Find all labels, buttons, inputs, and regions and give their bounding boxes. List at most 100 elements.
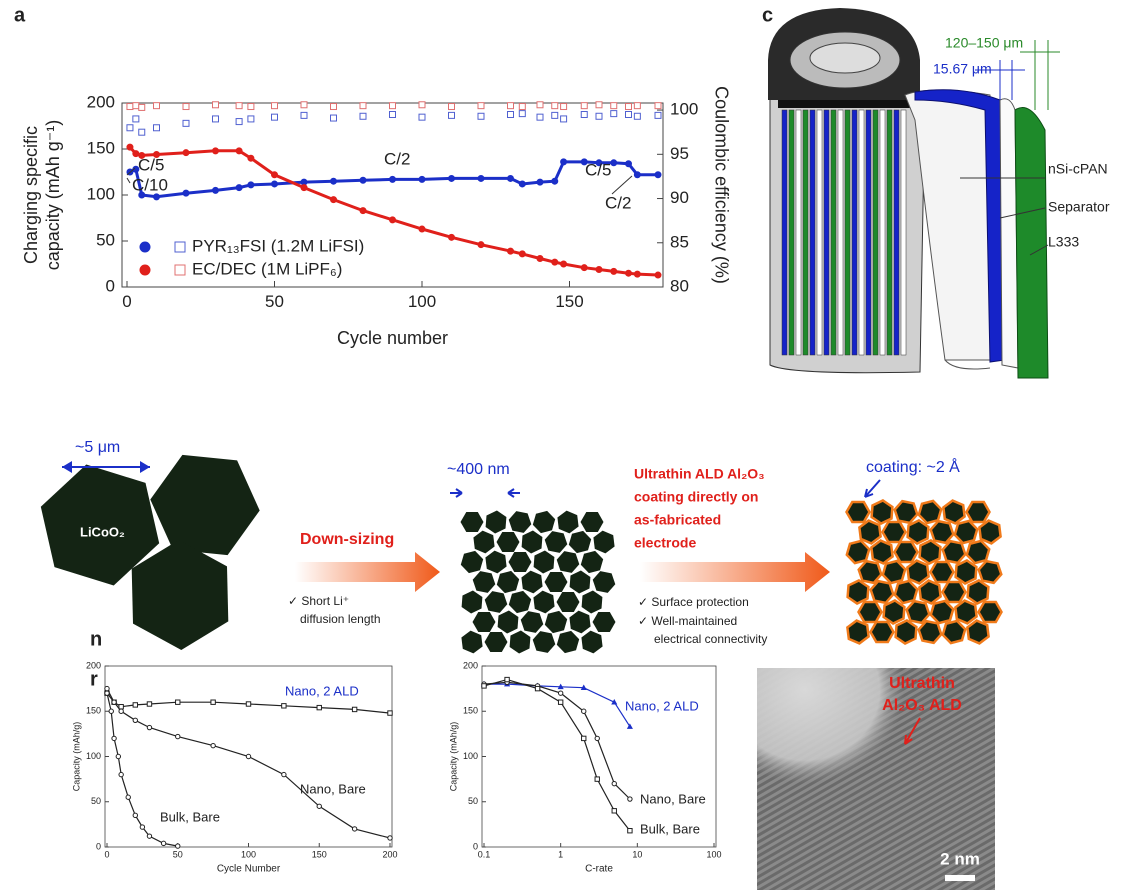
data-point	[281, 703, 287, 709]
data-point	[580, 102, 588, 110]
data-point	[627, 796, 633, 802]
data-point	[104, 690, 110, 696]
electrode-layer	[788, 109, 795, 356]
data-point	[245, 753, 252, 760]
tem-image-surface	[757, 668, 995, 890]
data-point	[536, 178, 544, 186]
process-label: coating directly on	[634, 489, 758, 505]
x-axis-label: C-rate	[585, 864, 613, 875]
particle	[473, 530, 495, 554]
particle	[557, 510, 579, 534]
data-point	[300, 184, 308, 192]
dimension-label: 15.67 μm	[933, 61, 992, 77]
data-point	[518, 180, 526, 188]
data-point	[139, 241, 151, 253]
particle	[581, 630, 603, 654]
particle	[870, 499, 894, 525]
particle	[520, 611, 544, 633]
data-point	[654, 171, 662, 179]
series-line	[483, 681, 631, 800]
particle	[533, 550, 555, 574]
battery-drawing	[768, 8, 1060, 379]
data-point	[139, 824, 146, 830]
data-point	[118, 771, 124, 778]
data-point	[351, 706, 358, 713]
data-point	[351, 826, 358, 832]
particle	[509, 630, 531, 654]
x-tick-label: 1	[558, 849, 563, 859]
particle	[893, 579, 919, 605]
data-point	[235, 184, 243, 192]
data-point	[300, 111, 308, 119]
particle	[131, 540, 229, 650]
data-point	[627, 828, 633, 834]
particle	[484, 591, 508, 613]
data-point	[418, 225, 426, 233]
data-point	[504, 676, 510, 683]
particle	[521, 530, 543, 554]
data-point	[507, 247, 514, 255]
particle	[521, 570, 543, 594]
y-axis-label: capacity (mAh g⁻¹)	[43, 120, 63, 271]
particle	[893, 499, 919, 525]
electrode-layer	[872, 109, 879, 356]
benefit: ✓ Short Li⁺	[288, 594, 349, 608]
data-point	[146, 833, 153, 839]
data-point	[271, 102, 278, 110]
particle	[942, 499, 966, 525]
particle	[460, 550, 484, 574]
particle	[460, 512, 484, 532]
y-tick-label: 200	[86, 660, 101, 670]
data-point	[212, 101, 219, 109]
series-line	[106, 688, 391, 839]
electrode-layer	[879, 109, 886, 356]
data-point	[212, 186, 219, 194]
y2-tick-label: 90	[670, 188, 689, 207]
data-point	[633, 171, 641, 179]
particle	[965, 539, 991, 565]
data-point	[551, 102, 559, 110]
particle	[941, 580, 967, 604]
data-point	[477, 102, 485, 110]
data-point	[359, 112, 367, 120]
particle	[569, 570, 591, 594]
data-point	[477, 112, 485, 120]
particle	[929, 560, 955, 584]
particle	[857, 600, 883, 624]
data-point	[271, 113, 278, 121]
data-point	[146, 724, 153, 731]
series-label: Bulk, Bare	[640, 821, 700, 836]
y-tick-label: 200	[463, 660, 478, 670]
particle	[461, 590, 483, 614]
particle	[906, 519, 930, 545]
particle	[870, 539, 894, 565]
particle	[508, 511, 532, 533]
particle	[869, 620, 895, 644]
particle	[978, 519, 1002, 545]
particle	[894, 619, 918, 645]
particle	[580, 550, 604, 574]
data-point	[557, 699, 564, 705]
data-point	[271, 171, 278, 179]
annotation-pointer	[126, 167, 136, 176]
data-point	[654, 102, 662, 110]
data-point	[557, 683, 564, 690]
data-point	[477, 174, 485, 182]
particle	[556, 630, 580, 654]
data-point	[581, 735, 587, 742]
particle	[472, 612, 496, 632]
data-point	[507, 111, 514, 118]
electrode-layer	[844, 109, 851, 356]
data-point	[132, 812, 139, 819]
data-point	[330, 103, 337, 111]
data-point	[389, 175, 396, 183]
particle	[929, 599, 955, 625]
x-tick-label: 0.1	[478, 849, 491, 859]
series-label: Nano, 2 ALD	[285, 683, 359, 698]
series-line	[484, 683, 631, 727]
y2-axis-label: Coulombic efficiency (%)	[711, 86, 731, 284]
scale-bar-label: 2 nm	[940, 849, 980, 868]
data-point	[126, 124, 134, 132]
data-point	[448, 174, 455, 182]
